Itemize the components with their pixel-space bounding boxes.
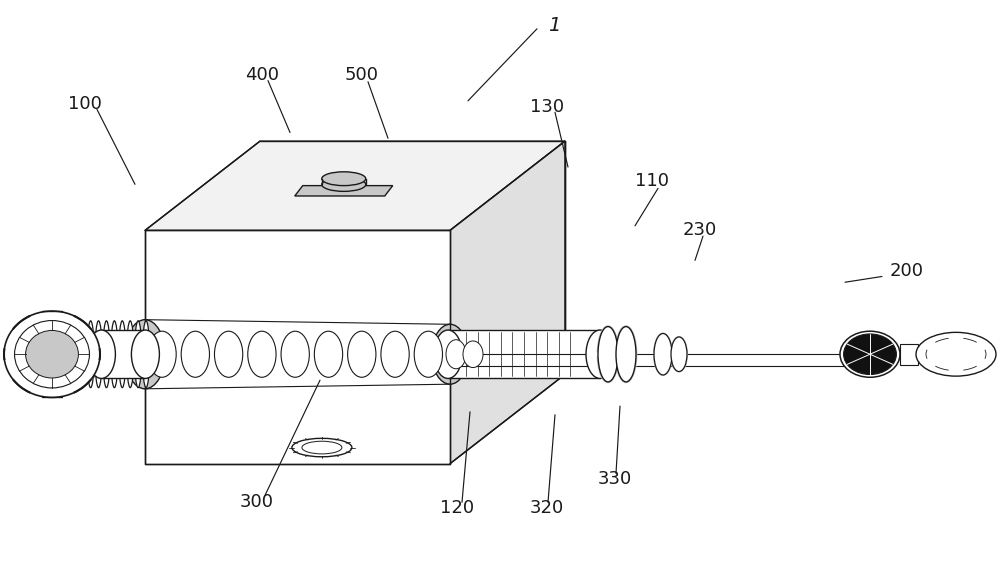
- Ellipse shape: [840, 331, 900, 377]
- Polygon shape: [145, 141, 565, 230]
- Ellipse shape: [414, 331, 443, 377]
- Ellipse shape: [586, 330, 614, 378]
- Ellipse shape: [616, 327, 636, 382]
- Text: 320: 320: [530, 499, 564, 517]
- Text: 1: 1: [548, 17, 560, 35]
- Text: 130: 130: [530, 97, 564, 116]
- Polygon shape: [450, 141, 565, 464]
- Ellipse shape: [671, 337, 687, 372]
- Polygon shape: [295, 185, 393, 196]
- Ellipse shape: [126, 331, 131, 377]
- Ellipse shape: [87, 330, 115, 378]
- Ellipse shape: [4, 311, 100, 397]
- Ellipse shape: [348, 331, 376, 377]
- Ellipse shape: [15, 320, 89, 388]
- Ellipse shape: [131, 330, 159, 378]
- Ellipse shape: [142, 321, 150, 388]
- Text: 120: 120: [440, 499, 474, 517]
- Ellipse shape: [106, 331, 111, 377]
- Text: 230: 230: [683, 221, 717, 240]
- Ellipse shape: [654, 334, 672, 375]
- Text: 110: 110: [635, 172, 669, 191]
- Ellipse shape: [119, 321, 126, 388]
- Ellipse shape: [214, 331, 243, 377]
- Ellipse shape: [292, 438, 352, 457]
- Ellipse shape: [381, 331, 409, 377]
- Ellipse shape: [95, 321, 102, 388]
- Ellipse shape: [446, 340, 466, 369]
- Ellipse shape: [26, 331, 78, 378]
- Ellipse shape: [63, 321, 70, 388]
- Polygon shape: [448, 330, 600, 378]
- Ellipse shape: [71, 321, 78, 388]
- Text: 200: 200: [890, 262, 924, 280]
- Ellipse shape: [434, 330, 462, 378]
- Ellipse shape: [91, 331, 96, 377]
- Polygon shape: [455, 354, 870, 366]
- Ellipse shape: [55, 321, 63, 388]
- Ellipse shape: [181, 331, 209, 377]
- Ellipse shape: [248, 331, 276, 377]
- Ellipse shape: [103, 321, 110, 388]
- Ellipse shape: [432, 324, 468, 384]
- Ellipse shape: [121, 331, 126, 377]
- Ellipse shape: [463, 341, 483, 367]
- Polygon shape: [145, 230, 450, 464]
- Ellipse shape: [916, 332, 996, 376]
- Ellipse shape: [148, 331, 176, 377]
- Text: 300: 300: [240, 493, 274, 511]
- Text: 400: 400: [245, 66, 279, 84]
- Ellipse shape: [125, 320, 165, 389]
- Ellipse shape: [79, 321, 86, 388]
- Ellipse shape: [96, 331, 101, 377]
- Text: 100: 100: [68, 94, 102, 113]
- Ellipse shape: [844, 334, 896, 374]
- Ellipse shape: [281, 331, 309, 377]
- Text: 330: 330: [598, 470, 632, 488]
- Ellipse shape: [127, 321, 134, 388]
- Ellipse shape: [314, 331, 343, 377]
- Ellipse shape: [111, 331, 116, 377]
- Ellipse shape: [87, 321, 94, 388]
- Polygon shape: [101, 330, 145, 378]
- Ellipse shape: [135, 321, 142, 388]
- Ellipse shape: [598, 327, 618, 382]
- Ellipse shape: [302, 441, 342, 454]
- Ellipse shape: [101, 331, 106, 377]
- Ellipse shape: [111, 321, 118, 388]
- Ellipse shape: [116, 331, 121, 377]
- Ellipse shape: [322, 172, 366, 185]
- Text: 500: 500: [345, 66, 379, 84]
- Polygon shape: [900, 344, 918, 365]
- Ellipse shape: [322, 177, 366, 191]
